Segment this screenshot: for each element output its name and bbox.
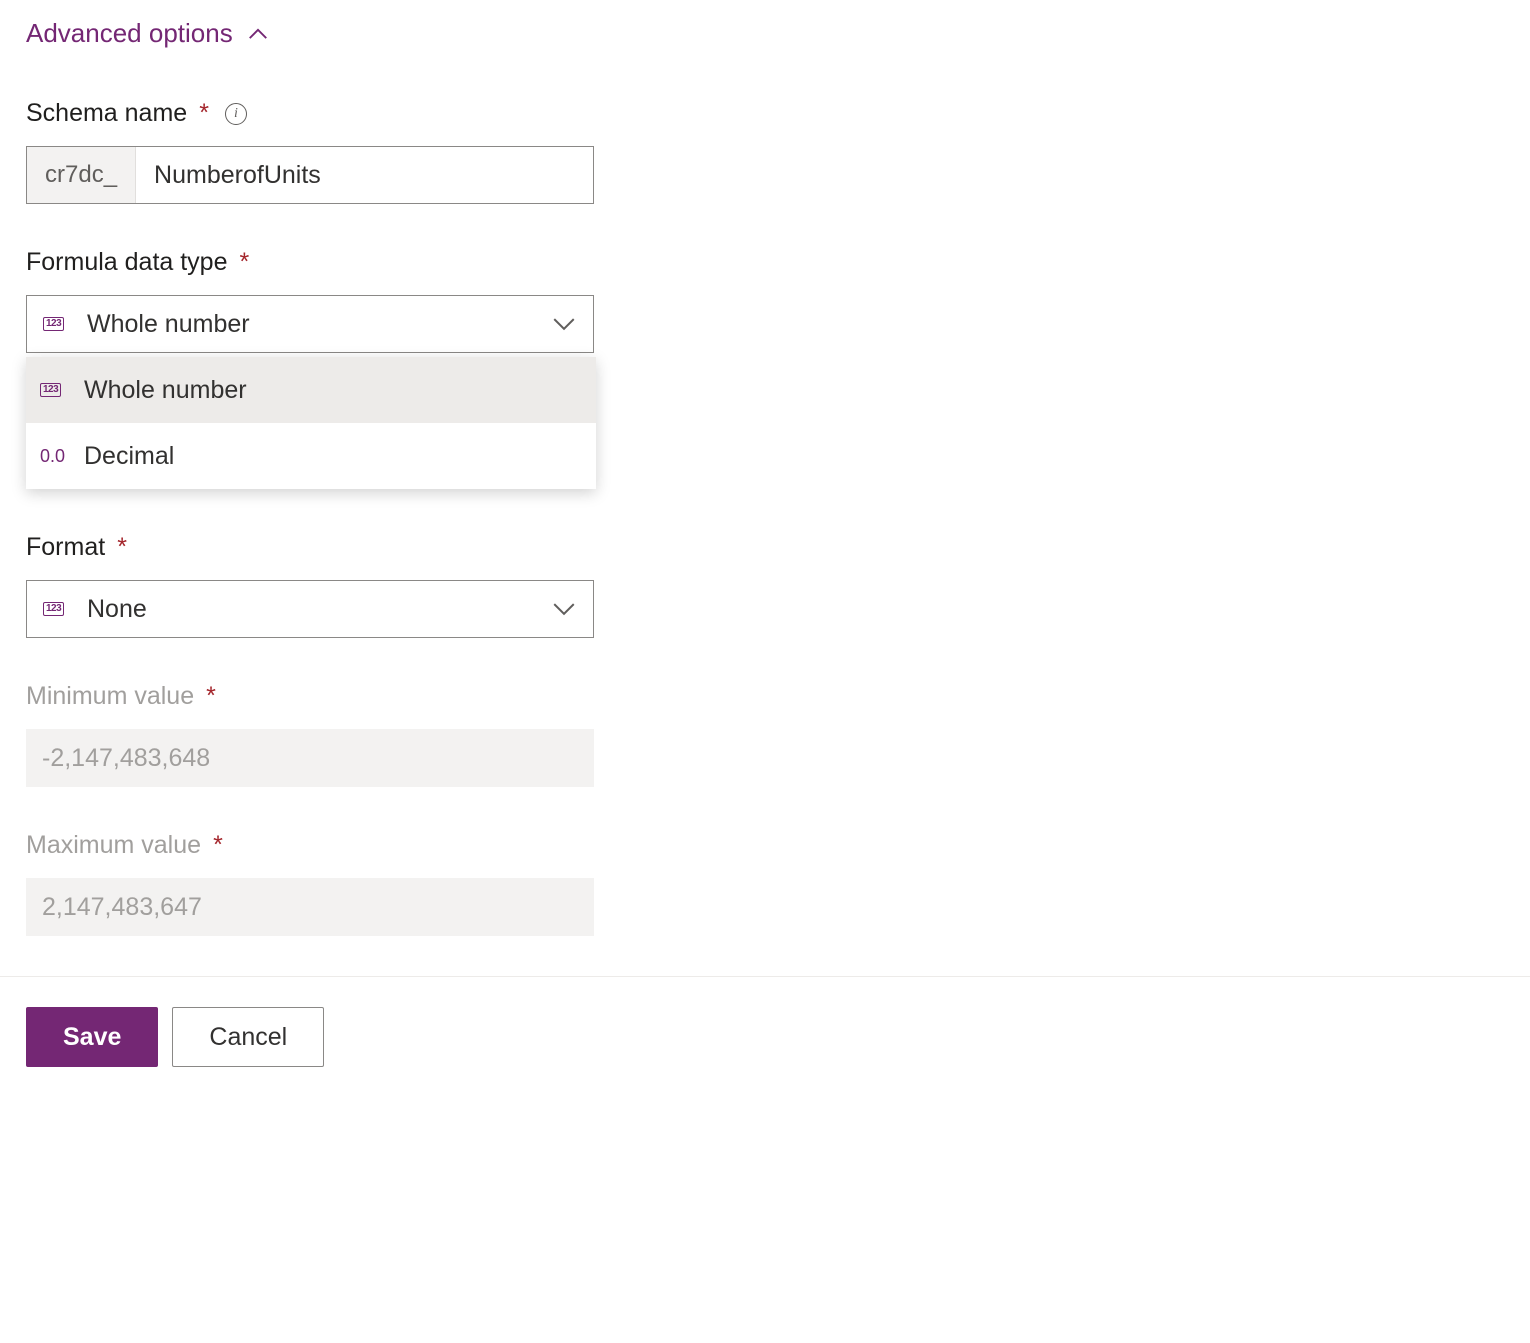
chevron-up-icon (247, 23, 269, 45)
minimum-value-label-text: Minimum value (26, 682, 194, 711)
chevron-down-icon (551, 596, 577, 622)
dropdown-option-decimal[interactable]: 0.0 Decimal (26, 423, 596, 489)
minimum-value-label: Minimum value * (26, 682, 1504, 711)
maximum-value-field: Maximum value * 2,147,483,647 (26, 831, 1504, 936)
required-indicator: * (240, 248, 250, 277)
schema-name-prefix: cr7dc_ (27, 147, 136, 203)
minimum-value-text: -2,147,483,648 (42, 744, 210, 773)
schema-name-label-text: Schema name (26, 99, 187, 128)
whole-number-icon: 123 (40, 383, 74, 397)
info-icon[interactable]: i (225, 103, 247, 125)
whole-number-icon: 123 (43, 317, 77, 331)
maximum-value-label-text: Maximum value (26, 831, 201, 860)
formula-data-type-display[interactable]: 123 Whole number (26, 295, 594, 353)
footer-actions: Save Cancel (0, 977, 1530, 1097)
required-indicator: * (206, 682, 216, 711)
format-select[interactable]: 123 None (26, 580, 594, 638)
schema-name-field: Schema name * i cr7dc_ (26, 99, 1504, 204)
required-indicator: * (199, 99, 209, 128)
chevron-down-icon (551, 311, 577, 337)
maximum-value-input: 2,147,483,647 (26, 878, 594, 936)
minimum-value-input: -2,147,483,648 (26, 729, 594, 787)
save-button[interactable]: Save (26, 1007, 158, 1067)
advanced-options-label: Advanced options (26, 18, 233, 49)
dropdown-option-whole-number[interactable]: 123 Whole number (26, 357, 596, 423)
schema-name-input[interactable] (136, 147, 593, 203)
required-indicator: * (213, 831, 223, 860)
format-label: Format * (26, 533, 1504, 562)
advanced-options-toggle[interactable]: Advanced options (26, 18, 269, 49)
dropdown-option-label: Whole number (84, 376, 247, 405)
format-field: Format * 123 None (26, 533, 1504, 638)
formula-data-type-select[interactable]: 123 Whole number 123 Whole number 0.0 De… (26, 295, 594, 353)
dropdown-option-label: Decimal (84, 442, 174, 471)
maximum-value-label: Maximum value * (26, 831, 1504, 860)
cancel-button[interactable]: Cancel (172, 1007, 324, 1067)
format-display[interactable]: 123 None (26, 580, 594, 638)
schema-name-input-group: cr7dc_ (26, 146, 594, 204)
formula-data-type-label-text: Formula data type (26, 248, 228, 277)
whole-number-icon: 123 (43, 602, 77, 616)
form-scroll-region[interactable]: Advanced options Schema name * i cr7dc_ … (0, 0, 1530, 1343)
format-selected: None (87, 595, 551, 624)
formula-data-type-field: Formula data type * 123 Whole number 123… (26, 248, 1504, 353)
schema-name-label: Schema name * i (26, 99, 1504, 128)
scroll-spacer (0, 1097, 1530, 1343)
formula-data-type-dropdown: 123 Whole number 0.0 Decimal (26, 357, 596, 489)
minimum-value-field: Minimum value * -2,147,483,648 (26, 682, 1504, 787)
maximum-value-text: 2,147,483,647 (42, 893, 202, 922)
format-label-text: Format (26, 533, 105, 562)
formula-data-type-selected: Whole number (87, 310, 551, 339)
decimal-icon: 0.0 (40, 446, 74, 467)
form-content: Advanced options Schema name * i cr7dc_ … (0, 0, 1530, 936)
formula-data-type-label: Formula data type * (26, 248, 1504, 277)
required-indicator: * (117, 533, 127, 562)
